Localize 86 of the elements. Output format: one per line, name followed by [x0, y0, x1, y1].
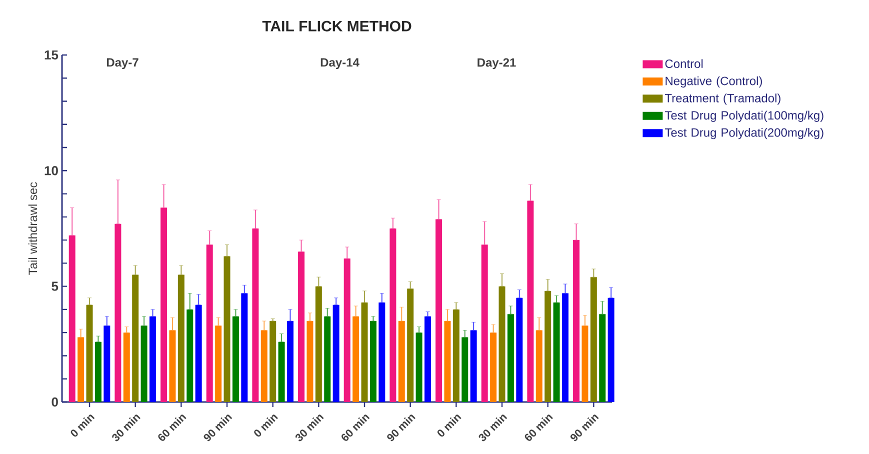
bar	[114, 224, 122, 402]
bar	[490, 332, 497, 402]
x-tick-label: 90 min	[570, 414, 599, 442]
bar	[436, 219, 442, 402]
bar	[270, 321, 276, 402]
bar	[599, 314, 606, 402]
y-tick-label: 0	[52, 397, 58, 407]
bar	[407, 288, 414, 402]
bar	[252, 228, 259, 402]
bar	[398, 321, 405, 402]
y-tick-label: 5	[52, 282, 58, 291]
bar	[132, 274, 139, 402]
x-tick-label: 60 min	[524, 414, 553, 441]
bar	[86, 304, 93, 402]
x-tick-label: 30 min	[295, 414, 324, 442]
bar	[78, 337, 84, 402]
bar	[332, 304, 340, 402]
x-tick-label: 60 min	[158, 414, 186, 441]
annotation: Day-7	[106, 58, 138, 70]
bar	[260, 330, 268, 402]
bar	[195, 304, 202, 402]
x-tick-label: 90 min	[387, 414, 416, 442]
bar	[562, 293, 568, 402]
bar	[123, 332, 130, 402]
x-tick-label: 0 min	[254, 414, 278, 437]
x-tick-label: 90 min	[204, 414, 232, 442]
annotation: Day-14	[320, 58, 360, 70]
bar	[498, 286, 506, 402]
x-tick-label: 30 min	[112, 414, 140, 442]
bar	[390, 228, 396, 402]
bar	[352, 316, 360, 402]
bar	[416, 332, 422, 402]
bar	[140, 326, 148, 402]
bar	[224, 256, 230, 402]
legend-label: Test Drug Polydati(200mg/kg)	[664, 128, 824, 140]
bar	[424, 316, 431, 402]
bar	[324, 316, 331, 402]
y-axis-title: Tail withdrawl sec	[28, 182, 38, 275]
bar	[608, 298, 614, 402]
bar	[582, 326, 588, 402]
bar	[298, 252, 305, 402]
bar	[361, 302, 368, 402]
bar	[544, 290, 552, 402]
bar	[573, 240, 580, 402]
x-tick-label: 0 min	[70, 414, 95, 437]
bar	[378, 302, 386, 402]
bar	[206, 244, 213, 402]
bar	[178, 274, 184, 402]
x-tick-label: 30 min	[478, 414, 508, 442]
bar	[481, 244, 488, 402]
bar	[169, 330, 176, 402]
bar	[94, 342, 102, 402]
annotation: Day-21	[478, 58, 516, 70]
bar	[215, 326, 222, 402]
y-tick-label: 15	[44, 50, 58, 60]
legend-label: Control	[665, 59, 703, 68]
x-tick-label: 60 min	[342, 414, 370, 441]
bar	[186, 309, 194, 402]
bar	[104, 326, 110, 402]
y-tick-label: 10	[44, 166, 58, 176]
bar	[160, 208, 168, 402]
legend-label: Test Drug Polydati(100mg/kg)	[664, 110, 824, 122]
bar	[241, 293, 248, 402]
bar	[370, 321, 376, 402]
bar	[452, 309, 460, 402]
bar	[315, 286, 322, 402]
bar	[306, 321, 314, 402]
bar	[527, 200, 534, 402]
bar	[278, 342, 285, 402]
bar	[536, 330, 542, 402]
bar	[553, 302, 560, 402]
bar	[470, 330, 477, 402]
bar	[462, 337, 468, 402]
bar	[286, 321, 294, 402]
bar	[344, 258, 350, 402]
bar	[590, 277, 597, 402]
legend-label: Treatment (Tramadol)	[664, 94, 780, 105]
bar	[507, 314, 514, 402]
chart-title: TAIL FLICK METHOD	[262, 20, 412, 32]
bar	[516, 298, 523, 402]
bar	[68, 235, 76, 402]
x-tick-label: 0 min	[437, 414, 462, 437]
legend-label: Negative (Control)	[666, 76, 762, 88]
bar	[149, 316, 156, 402]
bar	[232, 316, 239, 402]
bar	[444, 321, 451, 402]
